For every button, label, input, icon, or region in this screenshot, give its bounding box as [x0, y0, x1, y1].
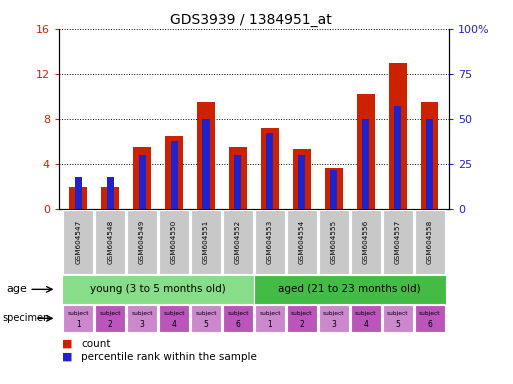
- Bar: [133, 147, 151, 209]
- Text: 4: 4: [172, 320, 176, 329]
- Text: subject: subject: [355, 311, 377, 316]
- Text: GSM604552: GSM604552: [235, 220, 241, 264]
- Bar: [299, 155, 305, 209]
- Bar: [421, 102, 439, 209]
- Bar: [170, 141, 177, 209]
- Text: subject: subject: [259, 311, 281, 316]
- Text: GSM604551: GSM604551: [203, 220, 209, 264]
- Bar: [75, 177, 82, 209]
- Text: 5: 5: [396, 320, 400, 329]
- Text: 2: 2: [108, 320, 112, 329]
- Bar: [357, 94, 374, 209]
- Text: subject: subject: [291, 311, 312, 316]
- Text: GDS3939 / 1384951_at: GDS3939 / 1384951_at: [170, 13, 332, 27]
- Bar: [362, 119, 369, 209]
- Text: GSM604550: GSM604550: [171, 220, 177, 264]
- Bar: [261, 128, 279, 209]
- Text: GSM604554: GSM604554: [299, 220, 305, 264]
- Text: GSM604558: GSM604558: [427, 220, 432, 264]
- Text: subject: subject: [227, 311, 249, 316]
- Bar: [394, 106, 401, 209]
- Text: ■: ■: [62, 339, 72, 349]
- Text: 6: 6: [235, 320, 241, 329]
- Bar: [107, 177, 114, 209]
- Text: subject: subject: [67, 311, 89, 316]
- Bar: [389, 63, 406, 209]
- Text: GSM604556: GSM604556: [363, 220, 369, 264]
- Bar: [293, 149, 311, 209]
- Text: 1: 1: [268, 320, 272, 329]
- Text: subject: subject: [163, 311, 185, 316]
- Bar: [325, 167, 343, 209]
- Text: 3: 3: [331, 320, 336, 329]
- Text: aged (21 to 23 months old): aged (21 to 23 months old): [279, 284, 421, 295]
- Bar: [330, 170, 338, 209]
- Text: GSM604547: GSM604547: [75, 220, 81, 264]
- Text: 1: 1: [76, 320, 81, 329]
- Text: GSM604549: GSM604549: [139, 220, 145, 264]
- Text: 4: 4: [363, 320, 368, 329]
- Text: subject: subject: [387, 311, 408, 316]
- Bar: [203, 119, 209, 209]
- Text: subject: subject: [100, 311, 121, 316]
- Text: ■: ■: [62, 352, 72, 362]
- Text: subject: subject: [195, 311, 217, 316]
- Bar: [266, 134, 273, 209]
- Text: count: count: [81, 339, 111, 349]
- Bar: [165, 136, 183, 209]
- Text: young (3 to 5 months old): young (3 to 5 months old): [90, 284, 226, 295]
- Text: 3: 3: [140, 320, 145, 329]
- Text: GSM604555: GSM604555: [331, 220, 337, 264]
- Text: 5: 5: [204, 320, 208, 329]
- Bar: [197, 102, 215, 209]
- Text: GSM604557: GSM604557: [394, 220, 401, 264]
- Bar: [234, 155, 242, 209]
- Bar: [102, 187, 119, 209]
- Text: subject: subject: [419, 311, 441, 316]
- Text: subject: subject: [131, 311, 153, 316]
- Text: subject: subject: [323, 311, 345, 316]
- Text: 6: 6: [427, 320, 432, 329]
- Text: 2: 2: [300, 320, 304, 329]
- Bar: [426, 119, 433, 209]
- Text: GSM604553: GSM604553: [267, 220, 273, 264]
- Text: percentile rank within the sample: percentile rank within the sample: [81, 352, 257, 362]
- Text: age: age: [6, 284, 27, 295]
- Text: GSM604548: GSM604548: [107, 220, 113, 264]
- Text: specimen: specimen: [3, 313, 50, 323]
- Bar: [139, 155, 146, 209]
- Bar: [229, 147, 247, 209]
- Bar: [69, 187, 87, 209]
